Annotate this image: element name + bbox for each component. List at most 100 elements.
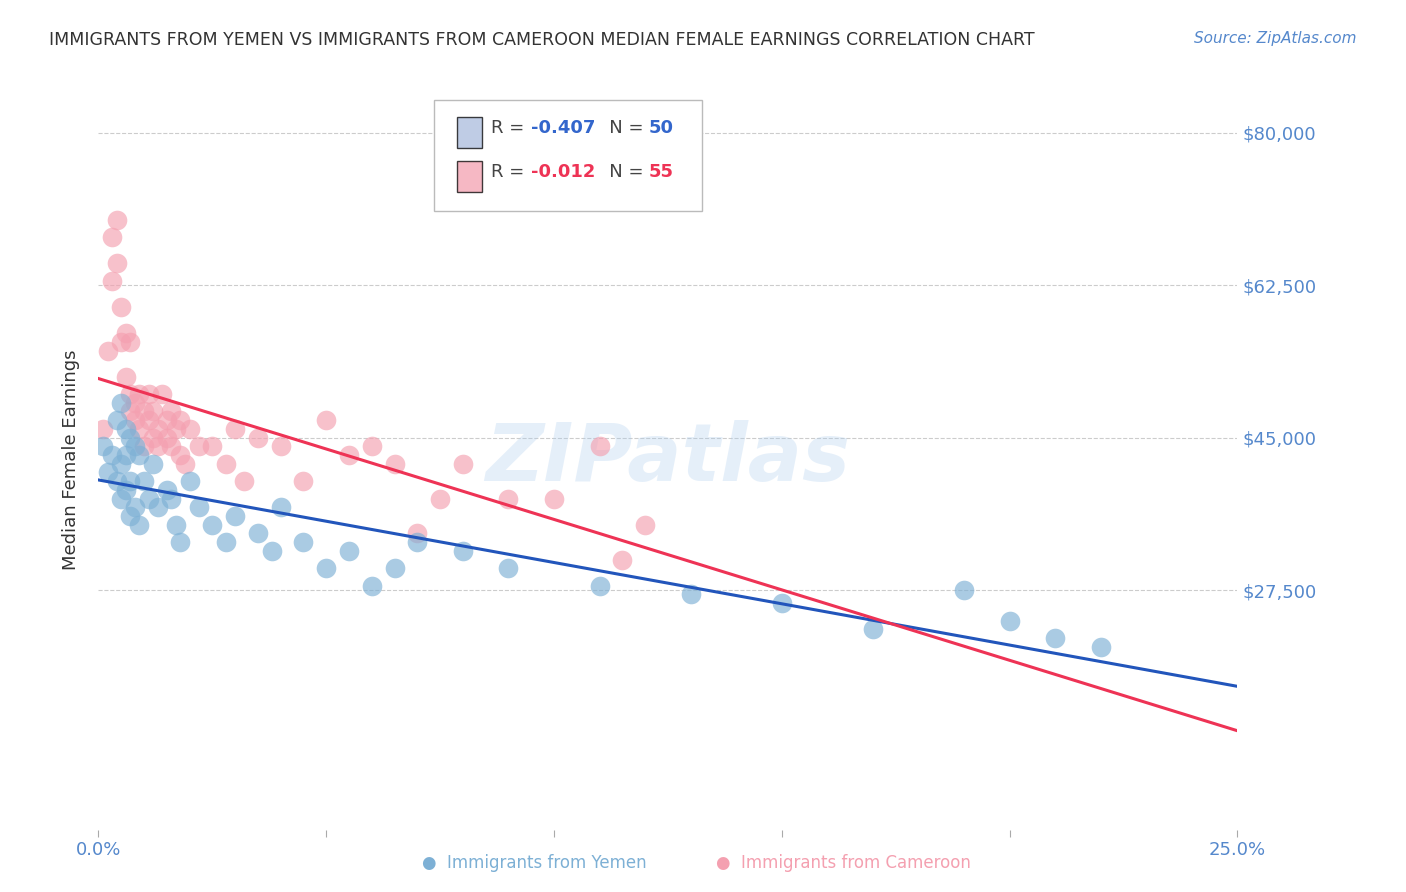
Text: N =: N = bbox=[592, 119, 648, 136]
Point bbox=[201, 439, 224, 453]
Point bbox=[110, 334, 132, 349]
Point bbox=[120, 431, 142, 445]
Point bbox=[110, 491, 132, 506]
Point bbox=[634, 517, 657, 532]
Point bbox=[101, 274, 124, 288]
Point bbox=[498, 561, 520, 575]
FancyBboxPatch shape bbox=[457, 161, 482, 193]
Point bbox=[101, 448, 124, 462]
Point bbox=[260, 544, 283, 558]
FancyBboxPatch shape bbox=[434, 100, 702, 211]
Text: Source: ZipAtlas.com: Source: ZipAtlas.com bbox=[1194, 31, 1357, 46]
Point bbox=[384, 561, 406, 575]
Point bbox=[114, 483, 136, 497]
Point bbox=[337, 448, 360, 462]
Text: R =: R = bbox=[491, 119, 530, 136]
Text: ●  Immigrants from Cameroon: ● Immigrants from Cameroon bbox=[716, 855, 972, 872]
Point bbox=[201, 517, 224, 532]
Point bbox=[96, 466, 118, 480]
Point bbox=[114, 422, 136, 436]
Point bbox=[224, 422, 246, 436]
Point bbox=[1043, 631, 1066, 645]
Point bbox=[292, 474, 315, 488]
Point bbox=[169, 448, 191, 462]
Point bbox=[953, 582, 976, 597]
Point bbox=[105, 474, 128, 488]
Point bbox=[165, 422, 187, 436]
Point bbox=[156, 431, 179, 445]
Point bbox=[114, 326, 136, 340]
Text: IMMIGRANTS FROM YEMEN VS IMMIGRANTS FROM CAMEROON MEDIAN FEMALE EARNINGS CORRELA: IMMIGRANTS FROM YEMEN VS IMMIGRANTS FROM… bbox=[49, 31, 1035, 49]
Point bbox=[179, 474, 201, 488]
Point bbox=[174, 457, 197, 471]
Point bbox=[114, 369, 136, 384]
Point bbox=[187, 500, 209, 515]
Point bbox=[156, 483, 179, 497]
Text: 55: 55 bbox=[648, 163, 673, 181]
Point bbox=[224, 508, 246, 523]
Point bbox=[105, 413, 128, 427]
Point bbox=[128, 517, 150, 532]
Point bbox=[498, 491, 520, 506]
Point bbox=[142, 457, 165, 471]
Point bbox=[142, 431, 165, 445]
Point bbox=[406, 535, 429, 549]
Point bbox=[270, 500, 292, 515]
Point bbox=[150, 387, 173, 401]
Point bbox=[179, 422, 201, 436]
Point bbox=[384, 457, 406, 471]
Point bbox=[128, 387, 150, 401]
Point bbox=[679, 587, 702, 601]
Point bbox=[146, 500, 169, 515]
Point bbox=[156, 413, 179, 427]
Point bbox=[132, 474, 155, 488]
Point bbox=[120, 387, 142, 401]
Point bbox=[429, 491, 451, 506]
Point bbox=[91, 439, 114, 453]
Point bbox=[543, 491, 565, 506]
Text: -0.012: -0.012 bbox=[531, 163, 596, 181]
Point bbox=[315, 413, 337, 427]
Point bbox=[120, 404, 142, 418]
Point bbox=[160, 404, 183, 418]
Point bbox=[124, 439, 146, 453]
Point bbox=[110, 396, 132, 410]
Point bbox=[120, 334, 142, 349]
Point bbox=[146, 422, 169, 436]
Point bbox=[96, 343, 118, 358]
Point bbox=[337, 544, 360, 558]
Point bbox=[110, 300, 132, 314]
Y-axis label: Median Female Earnings: Median Female Earnings bbox=[62, 349, 80, 570]
Point bbox=[138, 413, 160, 427]
Text: ●  Immigrants from Yemen: ● Immigrants from Yemen bbox=[422, 855, 647, 872]
Point bbox=[101, 230, 124, 244]
Point bbox=[91, 422, 114, 436]
Point bbox=[132, 439, 155, 453]
Point bbox=[187, 439, 209, 453]
Point bbox=[270, 439, 292, 453]
Text: N =: N = bbox=[592, 163, 648, 181]
Point bbox=[132, 404, 155, 418]
Point bbox=[215, 535, 238, 549]
Point bbox=[233, 474, 256, 488]
Text: R =: R = bbox=[491, 163, 530, 181]
Text: ZIPatlas: ZIPatlas bbox=[485, 420, 851, 499]
Text: -0.407: -0.407 bbox=[531, 119, 596, 136]
Point bbox=[451, 457, 474, 471]
Point bbox=[110, 457, 132, 471]
Point bbox=[588, 579, 610, 593]
Point bbox=[120, 474, 142, 488]
Point bbox=[114, 448, 136, 462]
Point bbox=[160, 491, 183, 506]
Point bbox=[142, 404, 165, 418]
Point bbox=[128, 448, 150, 462]
Point bbox=[138, 387, 160, 401]
Point bbox=[612, 552, 634, 566]
Point bbox=[360, 439, 382, 453]
Point bbox=[124, 500, 146, 515]
Point bbox=[138, 491, 160, 506]
Point bbox=[124, 396, 146, 410]
Point bbox=[406, 526, 429, 541]
Point bbox=[160, 439, 183, 453]
Point bbox=[124, 413, 146, 427]
